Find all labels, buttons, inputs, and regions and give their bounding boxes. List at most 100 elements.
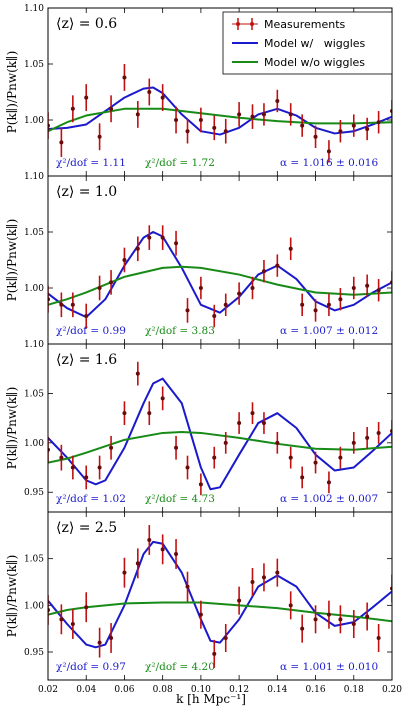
measurement-points <box>48 64 392 163</box>
measurement-point <box>338 617 343 622</box>
measurement-point <box>275 440 280 445</box>
measurement-point <box>212 125 217 130</box>
x-ticks: 0.02 0.04 0.06 0.08 0.10 0.12 0.14 0.16 0.18 0.20 <box>38 512 402 695</box>
model-wiggles-line <box>48 540 392 649</box>
measurement-point <box>198 286 203 290</box>
measurement-point <box>313 617 318 622</box>
panels: 1.10 1.05 1.00 P(k∥)/Pnw(k∥) ⟨z⟩ = 0.6 χ²/dof… <box>5 4 402 695</box>
measurement-point <box>237 291 242 296</box>
x-tick-label: 0.18 <box>344 685 364 695</box>
measurement-point <box>147 90 152 94</box>
measurement-point <box>122 258 127 262</box>
measurement-point <box>223 302 228 307</box>
x-ticks <box>47 176 393 344</box>
y-tick-label: 1.00 <box>24 284 44 294</box>
measurement-point <box>300 626 305 631</box>
y-tick-label: 1.05 <box>24 389 44 399</box>
chi2-nowiggles-text: χ²/dof = 3.83 <box>145 325 215 337</box>
x-tick-label: 0.20 <box>382 685 402 695</box>
x-tick-label: 0.02 <box>38 685 58 695</box>
measurement-points <box>48 525 392 668</box>
measurement-point <box>174 118 179 122</box>
chi2-nowiggles-text: χ²/dof = 1.72 <box>145 157 215 169</box>
measurement-point <box>300 302 305 307</box>
measurement-point <box>351 622 356 626</box>
measurement-point <box>326 612 331 617</box>
model-wiggles-line <box>48 86 392 136</box>
measurement-point <box>250 286 255 290</box>
plot-area <box>48 361 392 496</box>
y-tick-label: 1.10 <box>24 172 44 182</box>
measurement-point <box>97 134 102 139</box>
measurement-point <box>326 302 331 307</box>
measurement-point <box>288 455 293 460</box>
measurement-point <box>109 106 114 111</box>
measurement-point <box>160 235 165 240</box>
measurement-points <box>48 361 392 496</box>
measurement-point <box>135 371 140 376</box>
measurement-point <box>376 430 381 435</box>
measurement-point <box>250 411 255 416</box>
legend: Measurements Model w/ wiggles Model w/o … <box>222 11 393 75</box>
measurement-point <box>223 440 228 445</box>
measurement-point <box>237 112 242 117</box>
y-tick-label: 1.00 <box>24 601 44 611</box>
y-axis-title: P(k∥)/Pnw(k∥) <box>5 219 19 302</box>
legend-entry-model-wiggles: Model w/ wiggles <box>232 37 366 50</box>
measurement-point <box>109 280 114 285</box>
measurement-point <box>84 95 89 100</box>
measurement-point <box>365 614 370 619</box>
panel-z-label: ⟨z⟩ = 1.6 <box>56 352 117 368</box>
measurement-point <box>84 314 89 318</box>
measurement-point <box>237 598 242 603</box>
y-tick-label: 1.00 <box>24 439 44 449</box>
measurement-point <box>122 570 127 575</box>
measurement-point <box>174 445 179 450</box>
chi2-wiggles-text: χ²/dof = 1.11 <box>56 157 126 169</box>
panel-frame <box>47 175 393 345</box>
measurement-point <box>84 475 89 480</box>
y-tick-label: 1.05 <box>24 228 44 238</box>
measurement-point <box>185 129 190 134</box>
measurement-point <box>135 561 140 566</box>
measurement-point <box>160 547 165 552</box>
measurement-point <box>198 612 203 617</box>
measurement-point <box>338 129 343 134</box>
measurement-point <box>160 95 165 100</box>
measurement-point <box>288 603 293 608</box>
measurement-point <box>97 286 102 290</box>
measurement-point <box>70 302 75 307</box>
x-tick-label: 0.16 <box>306 685 326 695</box>
measurement-point <box>147 411 152 416</box>
panel-frame <box>47 511 393 681</box>
chi2-nowiggles-text: χ²/dof = 4.73 <box>145 493 215 505</box>
alpha-text: α = 1.001 ± 0.010 <box>280 661 378 673</box>
measurement-point <box>376 120 381 125</box>
y-tick-label: 1.10 <box>24 340 44 350</box>
measurement-point <box>351 286 356 290</box>
panel-3: 1.10 1.05 1.00 0.95 P(k∥)/Pnw(k∥) ⟨z⟩ = 1.6 χ²… <box>5 340 393 513</box>
legend-entry-measurements: Measurements <box>232 18 346 31</box>
measurement-point <box>59 455 64 460</box>
y-axis-title: P(k∥)/Pnw(k∥) <box>5 51 19 134</box>
x-tick-label: 0.14 <box>267 685 287 695</box>
measurement-point <box>198 482 203 487</box>
measurement-point <box>365 126 370 131</box>
measurement-point <box>338 455 343 460</box>
measurement-point <box>122 75 127 80</box>
measurement-point <box>376 288 381 293</box>
measurement-point <box>160 396 165 401</box>
y-axis-title: P(k∥)/Pnw(k∥) <box>5 555 19 638</box>
measurement-point <box>261 575 266 580</box>
measurement-point <box>351 123 356 128</box>
measurement-point <box>313 308 318 313</box>
measurement-point <box>261 112 266 117</box>
measurement-point <box>223 129 228 134</box>
x-axis-title: k [h Mpc⁻¹] <box>176 692 246 706</box>
panel-z-label: ⟨z⟩ = 2.5 <box>56 520 117 536</box>
measurement-point <box>59 140 64 145</box>
y-tick-label: 1.05 <box>24 60 44 70</box>
measurement-point <box>261 269 266 274</box>
measurement-point <box>365 283 370 288</box>
